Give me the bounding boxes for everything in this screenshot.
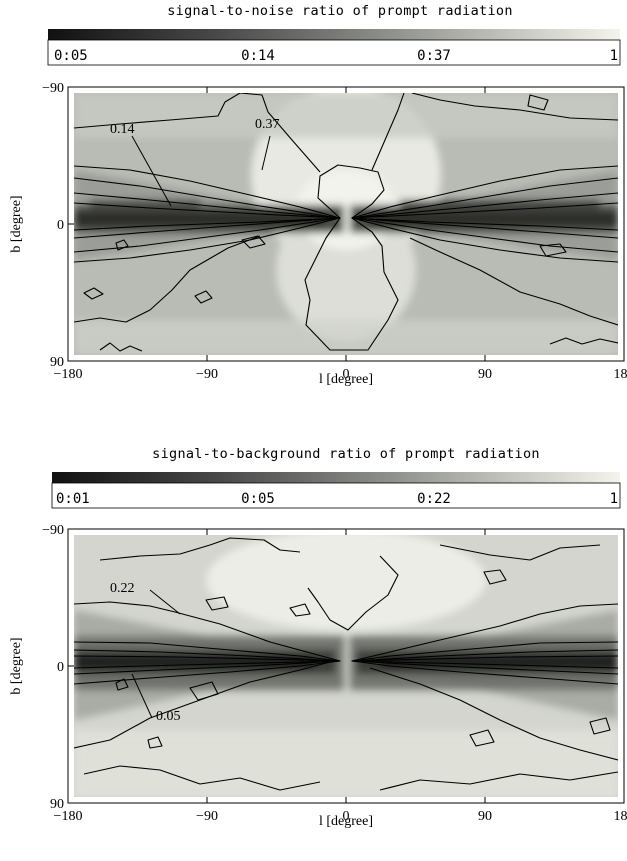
chart-1-colorbar-tick-2: 0:37 [417,48,451,64]
chart-1-x-tick-label-2: 0 [343,367,350,382]
chart-1-colorbar-tick-3: 1 [610,48,618,64]
chart-1-heatmap [74,93,618,355]
chart-1-axes: −180 −90 0 90 180 −90 0 90 l [degree] b [degree] [9,81,627,387]
chart-2-x-axis-label: l [degree] [319,814,373,829]
chart-2-heatmap [74,535,618,797]
chart-1: signal-to-noise ratio of prompt radiatio… [9,3,627,387]
chart-2-x-tick-label-4: 180 [614,809,627,824]
chart-2-y-tick-label-0: −90 [42,523,64,538]
chart-1-colorbar-tick-0: 0:05 [54,48,88,64]
chart-1-annotation-0-leader [131,135,172,207]
chart-1-annotations: 0.14 0.37 [110,117,280,137]
chart-2-y-tick-label-2: 90 [50,797,64,812]
chart-1-x-axis-label: l [degree] [319,372,373,387]
chart-1-annotation-0: 0.14 [110,122,135,137]
chart-1-annotation-1: 0.37 [255,117,280,132]
chart-2-colorbar-frame [51,482,621,509]
chart-1-y-tick-label-0: −90 [42,81,64,96]
chart-2-annotation-1: 0.05 [156,709,181,724]
chart-1-y-axis-label: b [degree] [9,195,24,252]
chart-2-x-tick-label-2: 0 [343,809,350,824]
chart-1-annotation-1-leader [261,135,271,171]
chart-1-colorbar-tick-1: 0:14 [241,48,275,64]
chart-2-x-tick-label-3: 90 [478,809,492,824]
chart-2-x-tick-label-0: −180 [54,809,83,824]
chart-2-colorbar-tick-1: 0:05 [241,491,275,507]
chart-2-title: signal-to-background ratio of prompt rad… [152,446,540,462]
chart-2-y-tick-label-1: 0 [57,660,64,675]
chart-2-colorbar-tick-2: 0:22 [417,491,451,507]
chart-2-colorbar-tick-3: 1 [610,491,618,507]
chart-2-colorbar: 0:01 0:05 0:22 1 [51,472,621,509]
chart-1-title: signal-to-noise ratio of prompt radiatio… [167,3,513,19]
chart-2-annotation-0-leader [149,589,181,615]
chart-1-x-tick-label-4: 180 [614,367,627,382]
chart-1-y-tick-label-2: 90 [50,355,64,370]
chart-1-colorbar-frame [47,39,621,66]
chart-1-x-tick-label-3: 90 [478,367,492,382]
chart-2: signal-to-background ratio of prompt rad… [9,446,627,829]
chart-1-x-tick-label-0: −180 [54,367,83,382]
chart-2-annotations: 0.22 0.05 [110,581,181,724]
chart-2-y-axis-label: b [degree] [9,637,24,694]
chart-1-colorbar-gradient [48,29,620,40]
chart-1-y-tick-label-1: 0 [57,218,64,233]
chart-2-annotation-0: 0.22 [110,581,135,596]
chart-1-x-tick-label-1: −90 [196,367,218,382]
chart-2-annotation-1-leader [131,673,153,719]
chart-2-colorbar-gradient [52,472,620,483]
chart-2-x-tick-label-1: −90 [196,809,218,824]
chart-1-colorbar: 0:05 0:14 0:37 1 [47,29,621,66]
chart-2-colorbar-tick-0: 0:01 [56,491,90,507]
chart-2-axes: −180 −90 0 90 180 −90 0 90 l [degree] b [degree] [9,523,627,829]
